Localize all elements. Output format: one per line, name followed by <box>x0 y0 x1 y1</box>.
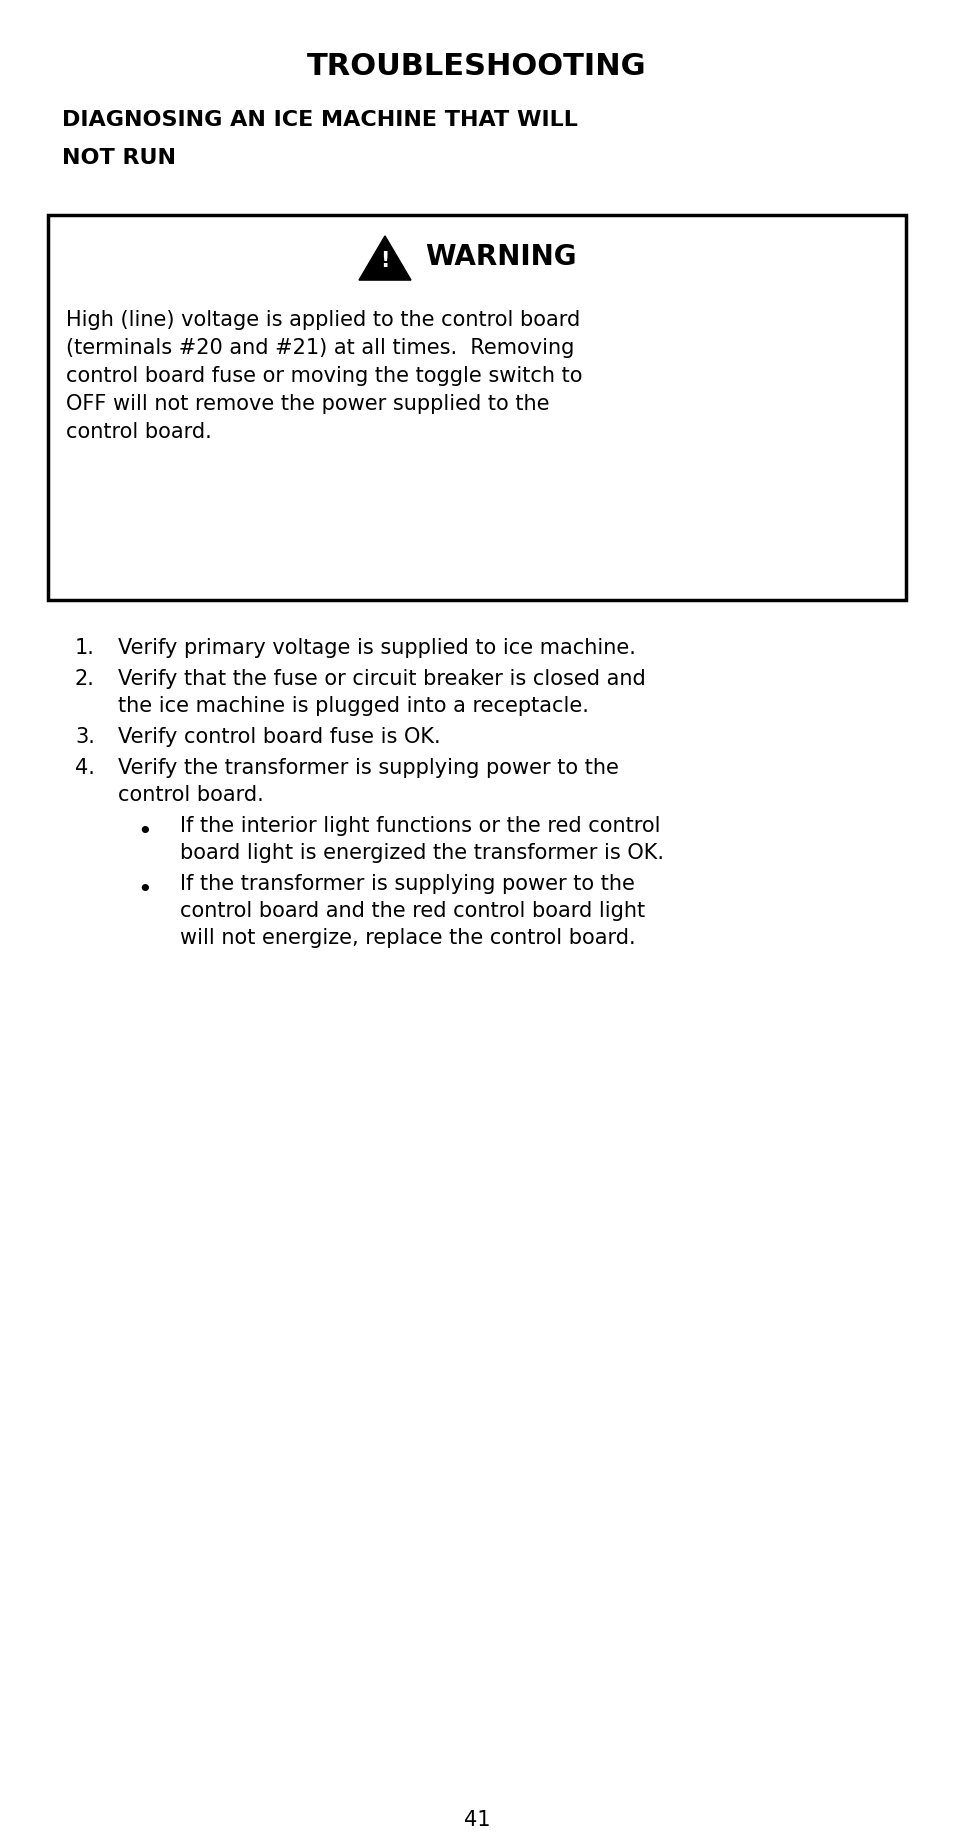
Text: board light is energized the transformer is OK.: board light is energized the transformer… <box>180 843 663 863</box>
Text: DIAGNOSING AN ICE MACHINE THAT WILL: DIAGNOSING AN ICE MACHINE THAT WILL <box>62 111 578 129</box>
Text: 41: 41 <box>463 1810 490 1830</box>
Text: control board.: control board. <box>66 423 212 443</box>
Text: 1.: 1. <box>75 638 94 659</box>
Text: NOT RUN: NOT RUN <box>62 148 175 168</box>
Text: High (line) voltage is applied to the control board: High (line) voltage is applied to the co… <box>66 310 579 330</box>
Text: control board and the red control board light: control board and the red control board … <box>180 900 644 921</box>
Text: 4.: 4. <box>75 758 94 779</box>
Text: 3.: 3. <box>75 727 94 747</box>
Text: the ice machine is plugged into a receptacle.: the ice machine is plugged into a recept… <box>118 696 588 716</box>
Text: will not energize, replace the control board.: will not energize, replace the control b… <box>180 928 635 948</box>
Text: Verify that the fuse or circuit breaker is closed and: Verify that the fuse or circuit breaker … <box>118 670 645 688</box>
Text: Verify the transformer is supplying power to the: Verify the transformer is supplying powe… <box>118 758 618 779</box>
Text: OFF will not remove the power supplied to the: OFF will not remove the power supplied t… <box>66 395 549 413</box>
Text: TROUBLESHOOTING: TROUBLESHOOTING <box>307 52 646 81</box>
Text: control board fuse or moving the toggle switch to: control board fuse or moving the toggle … <box>66 365 582 386</box>
Text: Verify control board fuse is OK.: Verify control board fuse is OK. <box>118 727 440 747</box>
Text: •: • <box>137 878 152 902</box>
Text: Verify primary voltage is supplied to ice machine.: Verify primary voltage is supplied to ic… <box>118 638 636 659</box>
Text: WARNING: WARNING <box>424 244 576 271</box>
Text: control board.: control board. <box>118 784 263 804</box>
Text: •: • <box>137 819 152 843</box>
Text: !: ! <box>380 251 389 271</box>
Text: (terminals #20 and #21) at all times.  Removing: (terminals #20 and #21) at all times. Re… <box>66 338 574 358</box>
Bar <box>48 216 905 600</box>
Text: If the interior light functions or the red control: If the interior light functions or the r… <box>180 815 659 836</box>
Polygon shape <box>358 236 411 280</box>
Text: 2.: 2. <box>75 670 94 688</box>
Text: If the transformer is supplying power to the: If the transformer is supplying power to… <box>180 875 634 895</box>
